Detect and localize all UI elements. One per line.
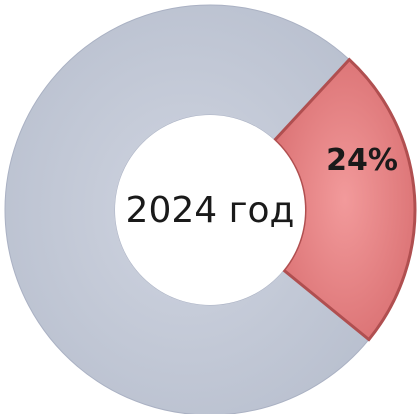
slice-label-highlight: 24% [326,143,398,178]
donut-hole [115,115,305,305]
center-label: 2024 год [126,190,295,231]
slices-layer [4,4,417,414]
